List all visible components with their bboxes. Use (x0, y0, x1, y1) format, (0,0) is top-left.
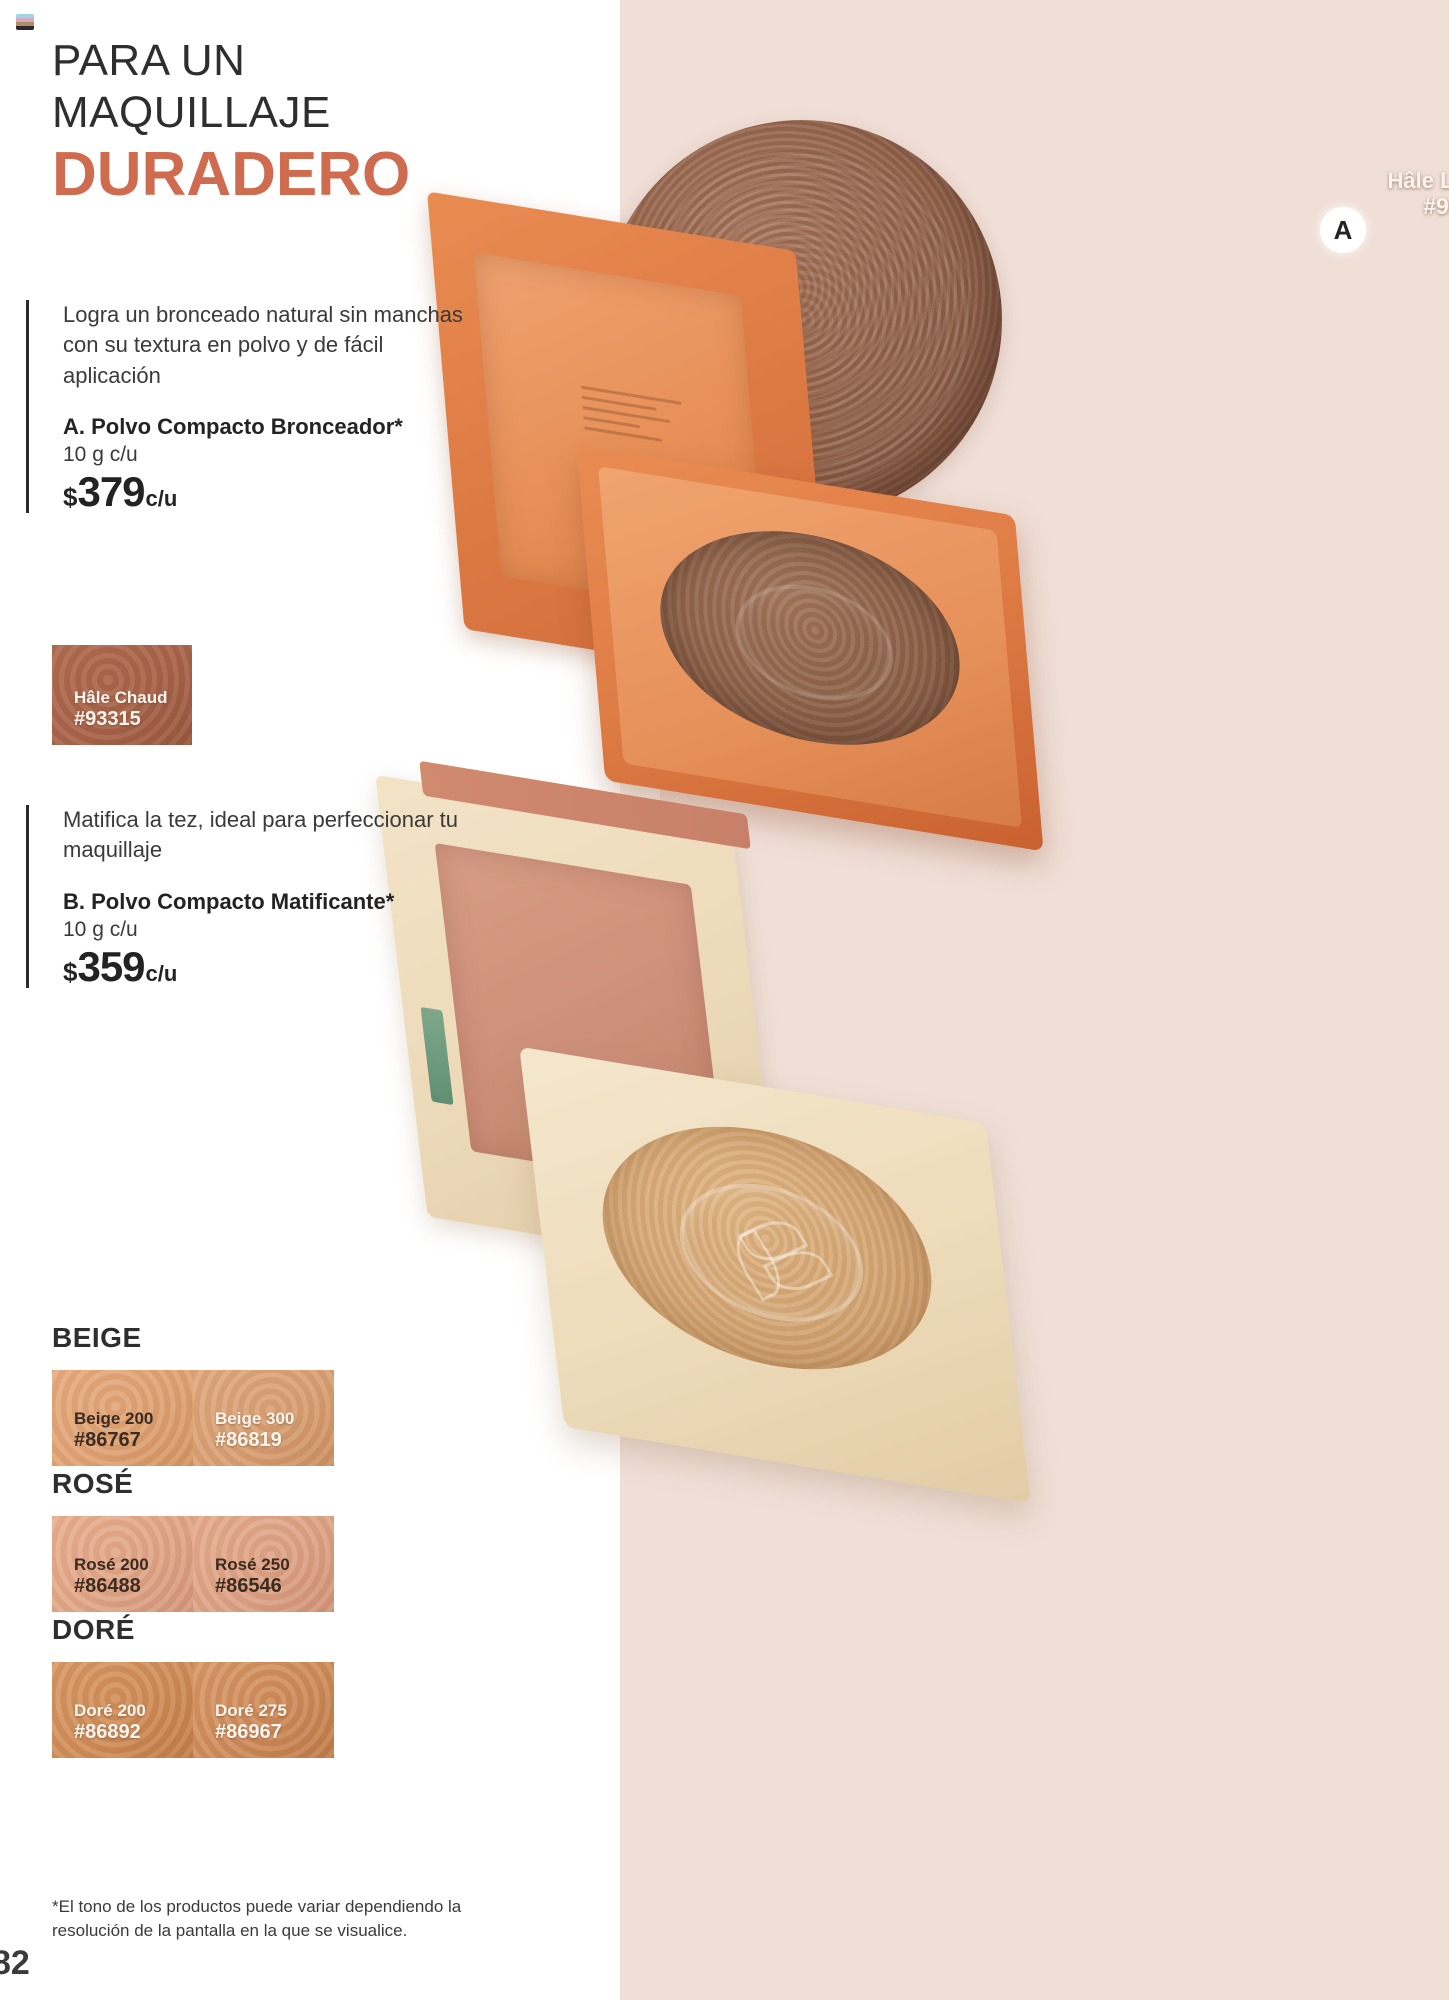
product-a-price-amount: 379 (77, 468, 145, 516)
compact-b-embossed-logo-icon (672, 1171, 871, 1334)
swatch-beige-300[interactable]: Beige 300 #86819 (193, 1370, 334, 1466)
product-b-size: 10 g c/u (63, 917, 138, 941)
swatch-shade-code: #86488 (74, 1574, 141, 1597)
swatch-shade-name: Rosé 200 (74, 1555, 149, 1575)
disclaimer-footnote: *El tono de los productos puede variar d… (52, 1897, 462, 1941)
product-b-description: Matifica la tez, ideal para perfeccionar… (63, 807, 458, 863)
swatch-rose-200[interactable]: Rosé 200 #86488 (52, 1516, 193, 1612)
product-photo-panel: A Hâle Léger #93314 B Beige 150 #86708 (375, 0, 1449, 2000)
swatch-shade-code: #86892 (74, 1720, 141, 1743)
product-a-name: A. Polvo Compacto Bronceador* (63, 414, 403, 440)
swatch-shade-code: #86819 (215, 1428, 282, 1451)
swatch-shade-code: #86967 (215, 1720, 282, 1743)
swatch-shade-name: Beige 200 (74, 1409, 154, 1429)
editorial-column: PARA UN MAQUILLAJE DURADERO Logra un bro… (0, 0, 640, 2000)
compact-a-embossed-logo-icon (730, 574, 898, 711)
swatch-shade-name: Beige 300 (215, 1409, 295, 1429)
swatch-hale-chaud[interactable]: Hâle Chaud #93315 (52, 645, 192, 745)
swatch-label: Hâle Chaud #93315 (52, 688, 168, 745)
swatch-shade-code: #86767 (74, 1428, 141, 1451)
swatch-shade-name: Doré 200 (74, 1701, 146, 1721)
headline-line-1: PARA UN (52, 36, 246, 86)
callout-a-shade-code: #93314 (1423, 193, 1449, 220)
swatch-label: Rosé 250 #86546 (193, 1555, 290, 1612)
product-a-price: $379 c/u (63, 471, 483, 513)
swatch-shade-name: Doré 275 (215, 1701, 287, 1721)
swatch-label: Rosé 200 #86488 (52, 1555, 149, 1612)
swatch-shade-code: #93315 (74, 707, 141, 730)
shade-group-title-beige: BEIGE (52, 1322, 142, 1353)
product-b-price-amount: 359 (77, 942, 145, 990)
callout-label-beige-150: Beige 150 #86708 (1380, 1098, 1449, 1150)
swatch-label: Doré 200 #86892 (52, 1701, 146, 1758)
swatch-rose-250[interactable]: Rosé 250 #86546 (193, 1516, 334, 1612)
swatch-beige-200[interactable]: Beige 200 #86767 (52, 1370, 193, 1466)
page-number: 82 (0, 1944, 30, 1982)
swatch-dore-275[interactable]: Doré 275 #86967 (193, 1662, 334, 1758)
shade-row-beige: Beige 200 #86767 Beige 300 #86819 (52, 1370, 334, 1466)
swatch-label: Beige 300 #86819 (193, 1409, 294, 1466)
product-a-description: Logra un bronceado natural sin manchas c… (63, 302, 463, 388)
callout-b-shade-name: Beige 150 (1380, 1098, 1449, 1123)
product-b-block: Matifica la tez, ideal para perfeccionar… (26, 805, 493, 988)
product-a-price-unit: c/u (145, 486, 178, 512)
callout-label-hale-leger: Hâle Léger #93314 (1310, 168, 1449, 220)
headline-line-2: MAQUILLAJE (52, 87, 331, 137)
shade-group-title-dore: DORÉ (52, 1614, 135, 1645)
swatch-shade-code: #86546 (215, 1574, 282, 1597)
product-a-block: Logra un bronceado natural sin manchas c… (26, 300, 483, 514)
callout-badge-a: A (1320, 207, 1366, 253)
headline-line-3: DURADERO (52, 139, 411, 209)
product-b-price-currency: $ (63, 956, 78, 987)
shade-row-rose: Rosé 200 #86488 Rosé 250 #86546 (52, 1516, 334, 1612)
product-b-price: $359 c/u (63, 942, 493, 990)
swatch-dore-200[interactable]: Doré 200 #86892 (52, 1662, 193, 1758)
callout-b-shade-code: #86708 (1380, 1123, 1449, 1149)
brand-mark-icon (16, 14, 34, 30)
product-b-price-unit: c/u (145, 960, 178, 986)
product-b-name: B. Polvo Compacto Matificante* (63, 888, 395, 914)
product-a-price-currency: $ (63, 482, 78, 513)
shade-row-dore: Doré 200 #86892 Doré 275 #86967 (52, 1662, 334, 1758)
shade-group-title-rose: ROSÉ (52, 1468, 134, 1499)
product-a-size: 10 g c/u (63, 443, 138, 467)
callout-a-shade-name: Hâle Léger (1387, 168, 1449, 193)
swatch-shade-name: Hâle Chaud (74, 688, 168, 708)
swatch-shade-name: Rosé 250 (215, 1555, 290, 1575)
page-title: PARA UN MAQUILLAJE DURADERO (52, 35, 612, 206)
swatch-label: Doré 275 #86967 (193, 1701, 287, 1758)
swatch-label: Beige 200 #86767 (52, 1409, 153, 1466)
